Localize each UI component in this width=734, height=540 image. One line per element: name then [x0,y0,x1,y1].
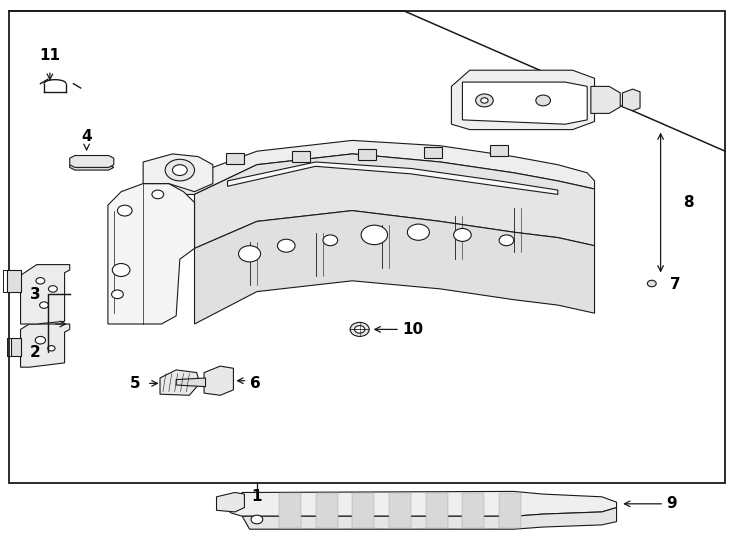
Text: 2: 2 [30,345,40,360]
Polygon shape [591,86,620,113]
Circle shape [277,239,295,252]
Circle shape [152,190,164,199]
Circle shape [476,94,493,107]
Text: 7: 7 [670,277,680,292]
Polygon shape [176,378,206,387]
Polygon shape [195,211,595,324]
Polygon shape [11,338,21,356]
Polygon shape [242,508,617,529]
Polygon shape [21,324,70,367]
Text: 4: 4 [81,129,92,144]
Polygon shape [169,140,595,194]
Polygon shape [7,270,21,292]
Polygon shape [292,151,310,161]
Circle shape [323,235,338,246]
Polygon shape [160,370,200,395]
Polygon shape [226,153,244,164]
Circle shape [499,235,514,246]
Circle shape [112,264,130,276]
Circle shape [36,278,45,284]
Circle shape [172,165,187,176]
Circle shape [251,515,263,524]
Circle shape [481,98,488,103]
Bar [9,11,725,483]
Circle shape [48,346,55,351]
Polygon shape [389,493,411,528]
Polygon shape [224,491,617,516]
Circle shape [112,290,123,299]
Polygon shape [462,493,484,528]
Polygon shape [143,154,213,192]
Polygon shape [451,70,595,130]
Polygon shape [352,493,374,528]
Polygon shape [499,493,521,528]
Circle shape [165,159,195,181]
Polygon shape [462,82,587,124]
Circle shape [355,326,365,333]
Circle shape [647,280,656,287]
Circle shape [361,225,388,245]
Polygon shape [21,265,70,324]
Text: 1: 1 [252,489,262,504]
Polygon shape [228,162,558,194]
Polygon shape [108,184,195,324]
Circle shape [536,95,550,106]
Text: 11: 11 [40,48,60,63]
Polygon shape [622,89,640,111]
Polygon shape [70,156,114,167]
Polygon shape [204,366,233,395]
Polygon shape [316,493,338,528]
Polygon shape [217,492,244,512]
Text: 10: 10 [402,322,424,337]
Circle shape [350,322,369,336]
Circle shape [117,205,132,216]
Polygon shape [426,493,448,528]
Circle shape [239,246,261,262]
Text: 9: 9 [666,496,677,511]
Circle shape [48,286,57,292]
Polygon shape [358,149,376,160]
Polygon shape [70,165,114,170]
Polygon shape [279,493,301,528]
Circle shape [454,228,471,241]
Text: 6: 6 [250,376,261,391]
Text: 5: 5 [131,376,141,391]
Circle shape [40,302,48,308]
Polygon shape [490,145,508,156]
Polygon shape [195,154,595,248]
Text: 8: 8 [683,195,694,210]
Text: 3: 3 [30,287,40,302]
Circle shape [407,224,429,240]
Polygon shape [424,147,442,158]
Circle shape [35,336,46,344]
